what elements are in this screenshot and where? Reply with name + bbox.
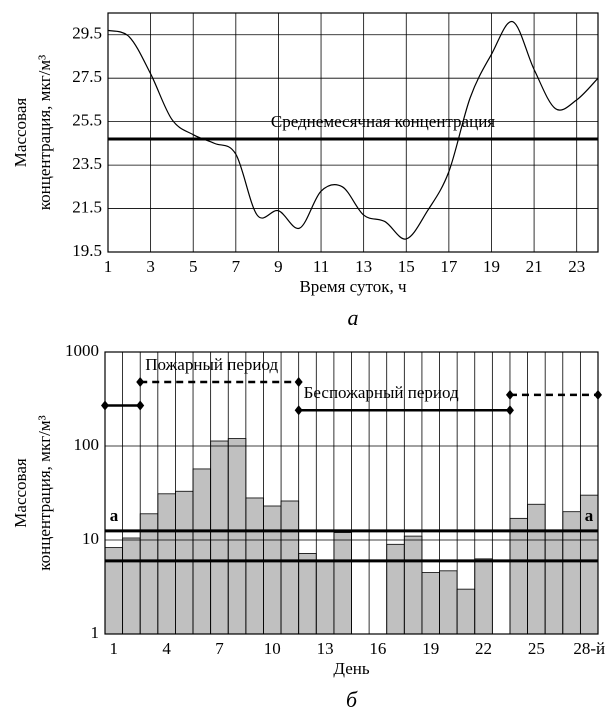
x-tick-label: 1 [110,639,119,658]
x-tick-label: 5 [189,257,198,276]
reference-label: а [110,506,119,525]
x-tick-label: 7 [232,257,241,276]
mean-label: Среднемесячная концентрация [271,112,495,131]
bar [333,532,352,635]
x-tick-label: 17 [440,257,458,276]
bar [527,503,546,635]
y-tick-label: 1000 [65,341,99,360]
bar [157,493,176,635]
x-tick-label: 7 [215,639,224,658]
y-tick-label: 19.5 [72,241,102,260]
x-tick-label: 9 [274,257,283,276]
x-tick-label: 10 [264,639,281,658]
y-axis-label: концентрация, мкг/м³ [35,415,54,571]
y-tick-label: 23.5 [72,154,102,173]
bar [386,543,405,635]
y-tick-label: 27.5 [72,67,102,86]
x-tick-label: 11 [313,257,329,276]
x-tick-label: 15 [398,257,415,276]
data-line [107,21,599,240]
x-tick-label: 22 [475,639,492,658]
x-tick-label: 23 [568,257,585,276]
y-tick-label: 25.5 [72,111,102,130]
y-axis-label: Массовая [11,458,30,528]
period-label: Беспожарный период [304,383,459,402]
bar [315,560,335,635]
bar [544,530,564,635]
x-tick-label: 25 [528,639,545,658]
y-tick-label: 1 [91,623,100,642]
bar [298,553,317,635]
bar [245,497,264,635]
period-marker [294,405,303,416]
reference-label: а [585,506,594,525]
period-marker [294,376,303,387]
bar [421,572,440,635]
bar [122,537,141,635]
period-marker [101,400,109,411]
period-marker [136,400,145,411]
y-tick-label: 100 [74,435,100,454]
bar [192,468,212,635]
x-tick-label: 13 [317,639,334,658]
period-marker [594,389,602,400]
x-axis-label: День [333,659,369,678]
bar [474,558,493,635]
bar [227,438,247,635]
bar [175,490,194,635]
bar [456,588,476,635]
period-marker [505,405,514,416]
x-tick-label: 19 [483,257,500,276]
y-tick-label: 10 [82,529,99,548]
period-marker [505,389,514,400]
x-tick-label: 3 [146,257,155,276]
period-marker [136,376,145,387]
plot-frame [104,351,599,635]
bar [263,505,282,635]
y-tick-label: 29.5 [72,24,102,43]
x-tick-label: 16 [369,639,386,658]
panel-label: б [346,687,358,712]
period-label: Пожарный период [145,355,278,374]
bar [509,517,528,635]
bar [280,500,300,635]
x-tick-label: 28-й [573,639,605,658]
y-tick-label: 21.5 [72,197,102,216]
bar [403,535,423,635]
x-tick-label: 13 [355,257,372,276]
x-tick-label: 4 [162,639,171,658]
y-axis-label: концентрация, мкг/м³ [35,55,54,211]
x-tick-label: 19 [422,639,439,658]
x-axis-label: Время суток, ч [299,277,406,296]
bar [210,440,229,635]
x-tick-label: 1 [104,257,113,276]
y-axis-label: Массовая [11,98,30,168]
panel-label: а [348,305,359,330]
x-tick-label: 21 [526,257,543,276]
bar [439,570,458,635]
plot-frame [107,12,599,253]
